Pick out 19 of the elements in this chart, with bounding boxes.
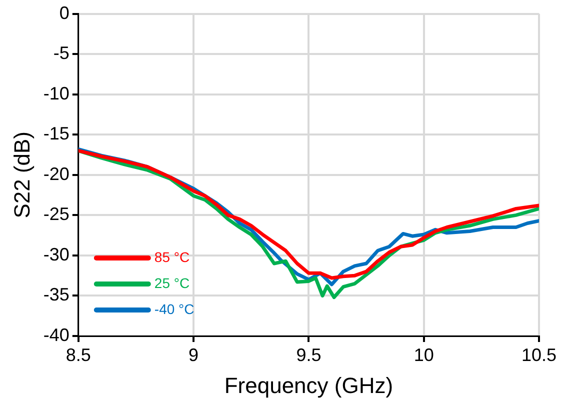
x-tick-label: 8.5 xyxy=(66,344,91,365)
y-tick-label: -20 xyxy=(43,164,70,184)
x-axis-title: Frequency (GHz) xyxy=(224,372,394,398)
y-tick-label: -10 xyxy=(43,83,70,104)
legend-label: -40 °C xyxy=(154,300,194,317)
x-tick-label: 10.5 xyxy=(521,344,557,365)
y-tick-label: -25 xyxy=(43,204,70,224)
x-tick-label: 9.5 xyxy=(296,344,322,365)
y-tick-label: -15 xyxy=(43,124,70,144)
legend-label: 25 °C xyxy=(154,274,190,291)
y-tick-label: -5 xyxy=(53,43,70,64)
y-tick-label: -30 xyxy=(43,244,70,264)
legend-label: 85 °C xyxy=(154,248,190,265)
y-tick-label: -40 xyxy=(43,324,70,345)
y-tick-label: -35 xyxy=(43,284,70,305)
y-tick-label: 0 xyxy=(59,2,70,23)
x-tick-label: 9 xyxy=(188,344,199,365)
y-axis-title: S22 (dB) xyxy=(9,131,34,218)
x-tick-label: 10 xyxy=(414,344,434,365)
